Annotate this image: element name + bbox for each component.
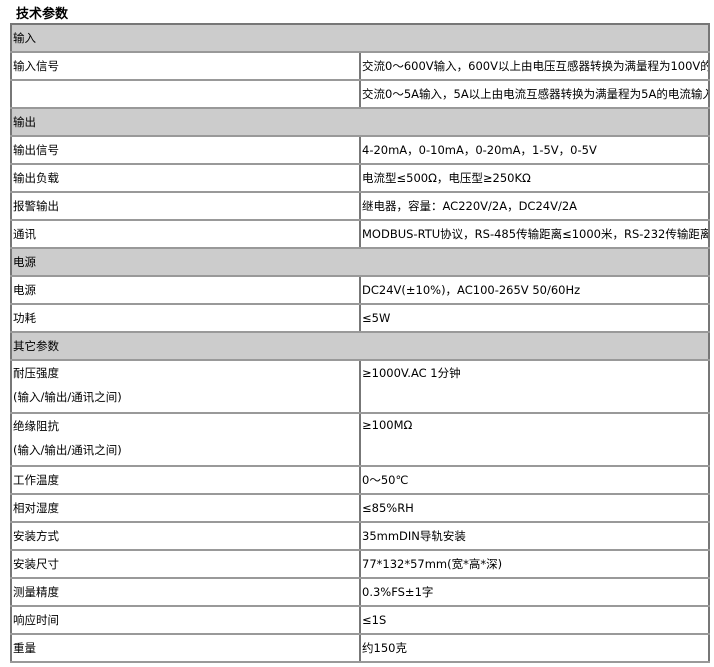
param-name: 重量	[10, 633, 361, 663]
table-row: 输出信号 4-20mA，0-10mA，0-20mA，1-5V，0-5V	[10, 135, 710, 165]
param-value: 77*132*57mm(宽*高*深)	[359, 549, 710, 579]
table-row: 工作温度 0～50℃	[10, 465, 710, 495]
section-header: 其它参数	[10, 331, 710, 361]
param-value: ≥1000V.AC 1分钟	[359, 359, 710, 414]
param-name: 电源	[10, 275, 361, 305]
section-header: 输入	[10, 23, 710, 53]
table-row: 测量精度 0.3%FS±1字	[10, 577, 710, 607]
table-row: 安装尺寸 77*132*57mm(宽*高*深)	[10, 549, 710, 579]
param-label: 耐压强度	[13, 366, 59, 380]
section-label: 输出	[10, 107, 710, 137]
table-row: 耐压强度 (输入/输出/通讯之间) ≥1000V.AC 1分钟	[10, 359, 710, 414]
section-header: 输出	[10, 107, 710, 137]
section-label: 输入	[10, 23, 710, 53]
table-row: 报警输出 继电器，容量：AC220V/2A，DC24V/2A	[10, 191, 710, 221]
param-value: 0.3%FS±1字	[359, 577, 710, 607]
table-row: 响应时间 ≤1S	[10, 605, 710, 635]
param-value: MODBUS-RTU协议，RS-485传输距离≤1000米，RS-232传输距离…	[359, 219, 710, 249]
param-value: 交流0～600V输入，600V以上由电压互感器转换为满量程为100V的电压输入	[359, 51, 710, 81]
param-name: 输出负载	[10, 163, 361, 193]
param-name: 安装方式	[10, 521, 361, 551]
table-row: 重量 约150克	[10, 633, 710, 663]
param-value: 35mmDIN导轨安装	[359, 521, 710, 551]
param-note: (输入/输出/通讯之间)	[13, 390, 122, 404]
table-row: 功耗 ≤5W	[10, 303, 710, 333]
param-value: 约150克	[359, 633, 710, 663]
table-row: 安装方式 35mmDIN导轨安装	[10, 521, 710, 551]
table-row: 相对湿度 ≤85%RH	[10, 493, 710, 523]
table-row: 输入信号交流0～600V输入，600V以上由电压互感器转换为满量程为100V的电…	[10, 51, 710, 81]
param-name: 绝缘阻抗 (输入/输出/通讯之间)	[10, 412, 361, 467]
section-label: 其它参数	[10, 331, 710, 361]
param-name: 输入信号	[10, 51, 361, 81]
param-value: 4-20mA，0-10mA，0-20mA，1-5V，0-5V	[359, 135, 710, 165]
param-name: 报警输出	[10, 191, 361, 221]
table-row: 电源 DC24V(±10%)，AC100-265V 50/60Hz	[10, 275, 710, 305]
param-note: (输入/输出/通讯之间)	[13, 443, 122, 457]
param-name: 工作温度	[10, 465, 361, 495]
param-name: 输出信号	[10, 135, 361, 165]
param-name: 功耗	[10, 303, 361, 333]
param-name: 相对湿度	[10, 493, 361, 523]
spec-table: 输入 输入信号 交流0～600V输入，600V以上由电压互感器转换为满量程为100V…	[10, 23, 710, 663]
page-title: 技术参数	[16, 7, 69, 22]
param-value: ≤1S	[359, 605, 710, 635]
param-value: 0～50℃	[359, 465, 710, 495]
param-value: 电流型≤500Ω，电压型≥250KΩ	[359, 163, 710, 193]
table-row: 输出负载 电流型≤500Ω，电压型≥250KΩ	[10, 163, 710, 193]
section-header: 电源	[10, 247, 710, 277]
param-label: 绝缘阻抗	[13, 419, 59, 433]
param-name: 安装尺寸	[10, 549, 361, 579]
param-name: 测量精度	[10, 577, 361, 607]
table-row: 绝缘阻抗 (输入/输出/通讯之间) ≥100MΩ	[10, 412, 710, 467]
param-value: ≤5W	[359, 303, 710, 333]
param-name: 耐压强度 (输入/输出/通讯之间)	[10, 359, 361, 414]
table-row: 交流0～5A输入，5A以上由电流互感器转换为满量程为5A的电流输入	[10, 79, 710, 109]
param-value: ≤85%RH	[359, 493, 710, 523]
section-label: 电源	[10, 247, 710, 277]
param-name	[10, 79, 361, 109]
table-row: 通讯 MODBUS-RTU协议，RS-485传输距离≤1000米，RS-232传输…	[10, 219, 710, 249]
param-name: 通讯	[10, 219, 361, 249]
param-value: 继电器，容量：AC220V/2A，DC24V/2A	[359, 191, 710, 221]
param-value: ≥100MΩ	[359, 412, 710, 467]
param-value: 交流0～5A输入，5A以上由电流互感器转换为满量程为5A的电流输入	[359, 79, 710, 109]
param-name: 响应时间	[10, 605, 361, 635]
param-value: DC24V(±10%)，AC100-265V 50/60Hz	[359, 275, 710, 305]
